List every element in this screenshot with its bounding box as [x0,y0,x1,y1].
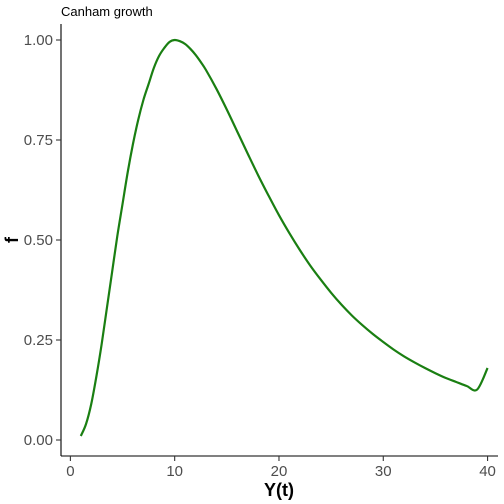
y-tick-label: 1.00 [24,32,53,49]
plot-area [79,38,489,437]
y-tick-label: 0.50 [24,232,53,249]
x-tick-label: 10 [166,463,183,480]
series-line [79,38,489,437]
y-tick-label: 0.25 [24,332,53,349]
y-axis-ticks: 0.00 0.25 0.50 0.75 1.00 [24,32,61,449]
x-tick-label: 20 [271,463,288,480]
x-tick-label: 40 [479,463,496,480]
x-tick-label: 30 [375,463,392,480]
y-tick-label: 0.00 [24,432,53,449]
chart-title: Canham growth [61,4,153,19]
x-axis-title: Y(t) [264,480,294,500]
y-axis-title: f [2,236,22,243]
x-tick-label: 0 [66,463,74,480]
y-tick-label: 0.75 [24,132,53,149]
x-axis-ticks: 0 10 20 30 40 [66,456,496,480]
